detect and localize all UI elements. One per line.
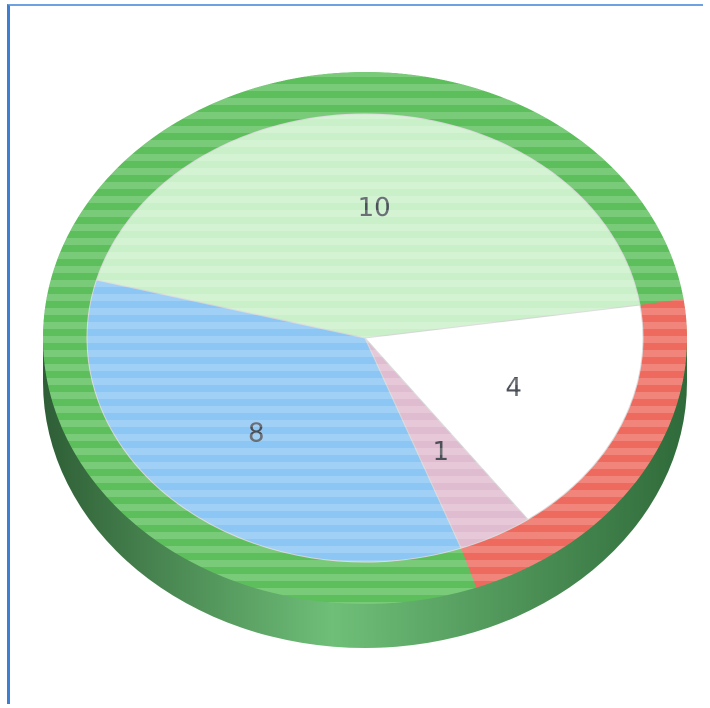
pie-texture — [43, 72, 687, 604]
